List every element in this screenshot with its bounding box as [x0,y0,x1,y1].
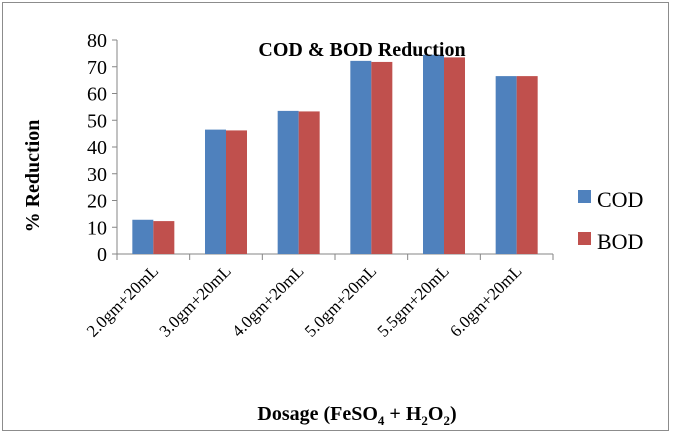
bar-cod [495,76,517,254]
y-axis-label: % Reduction [22,120,44,233]
y-tick-label: 40 [87,137,107,159]
chart-title: COD & BOD Reduction [258,39,465,61]
x-axis-label: Dosage (FeSO4 + H2O2) [257,403,456,428]
bar-bod [153,221,175,254]
bar-cod [205,129,226,254]
y-tick-label: 80 [87,30,107,52]
x-tick-label: 2.0gm+20mL [83,261,162,340]
chart-frame [2,2,669,431]
bar-cod [350,60,372,254]
bar-bod [298,111,320,254]
x-tick-label: 5.5gm+20mL [374,261,453,340]
bar-bod [226,130,247,254]
x-tick-label: 4.0gm+20mL [228,261,307,340]
y-tick-label: 10 [87,217,107,239]
bar-cod [132,219,154,254]
legend-label-cod: COD [597,187,643,212]
y-tick-label: 0 [97,244,107,266]
y-tick-label: 60 [87,84,107,106]
legend-swatch-bod [578,232,591,245]
bar-cod [277,110,299,254]
y-tick-label: 20 [87,191,107,213]
y-tick-label: 30 [87,164,107,186]
legend-label-bod: BOD [597,229,643,254]
x-tick-label: 6.0gm+20mL [446,261,525,340]
x-tick-label: 5.0gm+20mL [301,261,380,340]
bar-bod [444,57,465,255]
bar-bod [371,61,393,255]
x-tick-label: 3.0gm+20mL [156,261,235,340]
y-tick-label: 50 [87,110,107,132]
bar-cod [423,54,444,255]
y-tick-label: 70 [87,57,107,79]
legend-swatch-cod [578,190,591,203]
bar-bod [516,76,538,254]
